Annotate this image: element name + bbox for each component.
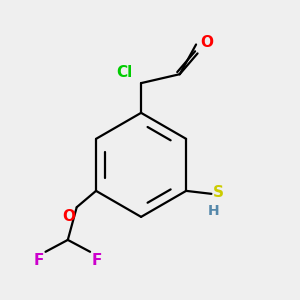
Text: F: F xyxy=(34,253,44,268)
Text: Cl: Cl xyxy=(116,65,132,80)
Text: H: H xyxy=(208,204,220,218)
Text: F: F xyxy=(92,253,102,268)
Text: O: O xyxy=(200,35,214,50)
Text: O: O xyxy=(62,209,75,224)
Text: S: S xyxy=(213,185,224,200)
